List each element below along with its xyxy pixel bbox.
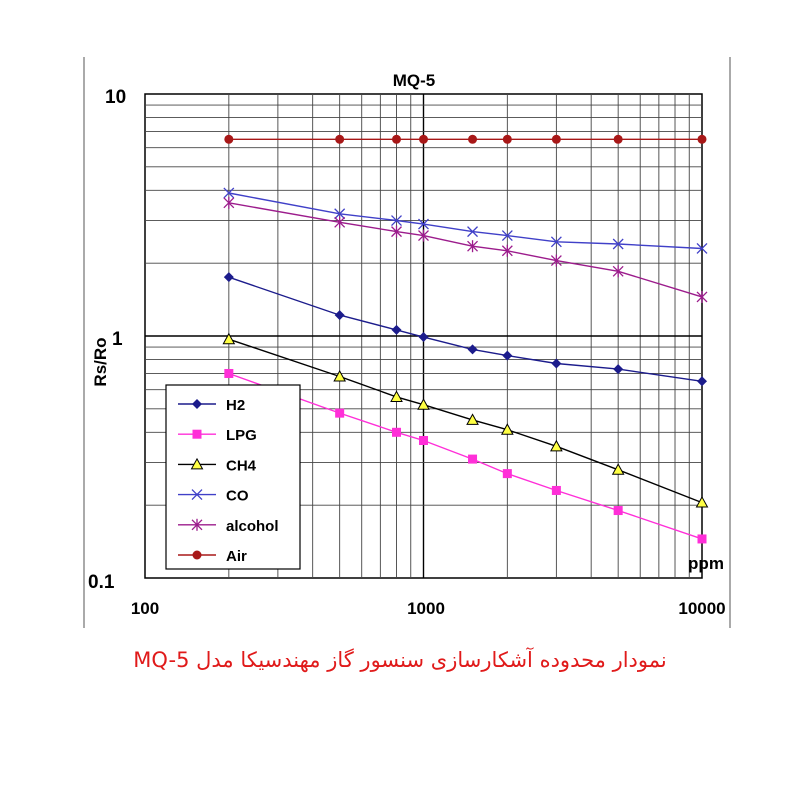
series-layer (222, 134, 709, 544)
series-alcohol (223, 196, 708, 303)
data-point-air (697, 134, 707, 144)
data-point-co (467, 226, 479, 238)
legend-marker (192, 429, 202, 439)
data-point-co (418, 218, 429, 230)
data-point-lpg (697, 534, 707, 544)
data-point-co (612, 238, 624, 250)
data-point-h2 (334, 310, 345, 321)
data-point-h2 (551, 358, 562, 369)
y-tick-label-1: 1 (112, 329, 123, 350)
data-point-h2 (391, 324, 402, 335)
legend-label: CO (226, 488, 249, 505)
data-point-lpg (468, 454, 478, 464)
y-tick-label-0.1: 0.1 (88, 572, 115, 593)
data-point-ch4 (333, 369, 347, 382)
x-tick-label-100: 100 (131, 599, 159, 618)
data-point-air (613, 134, 623, 144)
series-co (223, 187, 708, 254)
data-point-h2 (467, 344, 478, 355)
legend-item-alcohol: alcohol (178, 518, 279, 535)
y-tick-label-10: 10 (105, 87, 126, 108)
data-point-alcohol (612, 265, 624, 278)
data-point-lpg (224, 368, 234, 378)
data-point-lpg (502, 469, 512, 479)
data-point-ch4 (611, 463, 625, 475)
legend-marker (192, 550, 202, 560)
legend-box (165, 384, 301, 570)
data-point-h2 (697, 376, 707, 387)
data-point-air (392, 134, 402, 144)
data-point-lpg (551, 485, 561, 495)
data-point-co (501, 230, 513, 242)
data-point-air (419, 134, 428, 144)
x-axis-label: ppm (688, 554, 724, 573)
data-point-co (391, 215, 402, 226)
data-point-alcohol (501, 244, 513, 257)
legend-label: CH4 (226, 457, 257, 474)
data-point-air (224, 134, 234, 144)
data-point-h2 (502, 350, 513, 361)
data-point-alcohol (418, 229, 429, 242)
legend-item-air: Air (178, 548, 247, 565)
legend-label: Air (226, 548, 247, 565)
chart-title: MQ-5 (393, 71, 436, 90)
series-h2 (223, 272, 707, 387)
data-point-co (696, 243, 708, 254)
legend-item-co: CO (178, 488, 249, 505)
data-point-ch4 (222, 332, 236, 345)
data-point-air (335, 134, 345, 144)
x-tick-label-1000: 1000 (407, 599, 445, 618)
legend-marker (190, 457, 204, 470)
data-point-ch4 (500, 423, 514, 435)
series-lpg (224, 368, 707, 544)
data-point-ch4 (466, 413, 479, 425)
data-point-co (334, 208, 346, 220)
data-point-alcohol (223, 196, 235, 209)
x-tick-label-10000: 10000 (678, 599, 725, 618)
data-point-alcohol (391, 225, 402, 238)
chart-caption: نمودار محدوده آشکارسازی سنسور گاز مهندسی… (133, 648, 667, 672)
data-point-h2 (223, 272, 234, 283)
data-point-alcohol (467, 240, 479, 253)
legend-label: H2 (226, 397, 245, 414)
legend-marker (191, 489, 203, 501)
data-point-ch4 (390, 390, 403, 402)
data-point-air (468, 134, 478, 144)
data-point-h2 (418, 332, 429, 343)
data-point-alcohol (334, 216, 346, 229)
data-point-air (551, 134, 561, 144)
data-point-ch4 (550, 439, 563, 452)
y-axis-label: Rs/Ro (91, 337, 110, 386)
legend: H2 LPG CH4 CO alcohol Air (165, 384, 301, 570)
legend-item-h2: H2 (178, 397, 245, 414)
data-point-alcohol (696, 290, 708, 303)
data-point-lpg (613, 506, 623, 516)
data-point-lpg (419, 435, 428, 445)
legend-item-ch4: CH4 (178, 457, 257, 474)
legend-item-lpg: LPG (178, 427, 257, 444)
data-point-ch4 (695, 496, 709, 508)
legend-label: LPG (226, 427, 257, 444)
data-point-lpg (335, 408, 345, 418)
legend-marker (192, 399, 202, 409)
legend-label: alcohol (226, 518, 279, 535)
series-air (224, 134, 707, 144)
data-point-co (550, 236, 562, 248)
data-point-h2 (613, 364, 624, 375)
data-point-ch4 (417, 398, 430, 410)
data-point-alcohol (550, 254, 562, 267)
data-point-air (502, 134, 512, 144)
data-point-co (223, 187, 235, 199)
data-point-lpg (392, 427, 402, 437)
series-ch4 (222, 332, 709, 508)
legend-marker (191, 518, 203, 531)
